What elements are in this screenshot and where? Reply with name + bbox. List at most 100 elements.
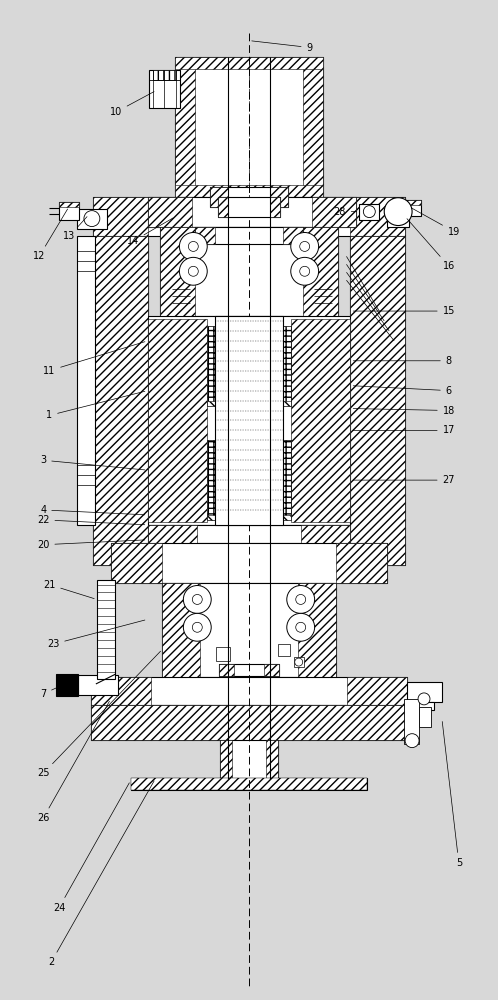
Text: 15: 15 [353,306,455,316]
Bar [91,677,407,705]
Text: 5: 5 [442,722,462,868]
Bar [97,580,115,679]
Bar [175,57,323,197]
Bar [270,187,288,207]
Text: 21: 21 [43,580,94,599]
Text: 27: 27 [353,475,455,485]
Bar [266,740,278,779]
Bar [111,543,387,583]
Bar [219,664,234,676]
Text: 20: 20 [37,540,145,550]
Bar [147,525,351,543]
Bar [220,740,232,779]
Text: 10: 10 [110,92,154,117]
Circle shape [84,211,100,227]
Bar [56,674,78,696]
Text: 11: 11 [43,342,145,376]
Circle shape [192,622,202,632]
Circle shape [179,233,207,260]
Bar [111,543,162,583]
Text: 24: 24 [53,783,129,913]
Circle shape [287,613,315,641]
Bar [147,197,357,227]
Bar [162,583,200,677]
Circle shape [405,734,419,748]
Bar [278,644,290,656]
Bar [215,316,283,525]
Text: 17: 17 [353,425,455,435]
Bar [147,316,351,525]
Bar [93,236,147,565]
Bar [207,326,215,401]
Bar [228,57,270,779]
Bar [360,204,379,220]
Bar [220,740,278,779]
Text: 22: 22 [37,515,145,525]
Bar [210,187,228,207]
Bar [294,657,304,667]
Text: 23: 23 [47,620,145,649]
Bar [175,185,323,197]
Circle shape [296,622,306,632]
Bar [283,440,291,515]
Bar [93,197,147,236]
Bar [59,202,79,207]
Bar [301,525,351,543]
Text: 6: 6 [353,386,452,396]
Text: 16: 16 [407,219,455,271]
Text: 9: 9 [252,41,313,53]
Circle shape [384,198,412,226]
Bar [91,705,407,740]
Bar [152,70,176,80]
Bar [351,236,405,565]
Circle shape [300,241,310,251]
Text: 7: 7 [40,679,75,699]
Circle shape [179,257,207,285]
Text: 28: 28 [333,207,357,217]
Circle shape [291,233,319,260]
Bar [93,236,147,565]
Bar [404,699,419,744]
Bar [207,326,245,406]
Bar [298,583,336,677]
Circle shape [418,693,430,705]
Bar [407,682,442,702]
Bar [207,440,245,520]
Bar [77,209,107,229]
Text: 19: 19 [411,208,460,237]
Text: 4: 4 [40,505,145,515]
Bar [312,197,357,227]
Circle shape [295,658,303,666]
Bar [78,675,118,695]
Circle shape [287,586,315,613]
Bar [148,70,180,108]
Bar [283,227,303,244]
Bar [130,778,368,790]
Bar [147,525,197,543]
Bar [160,227,195,316]
Text: 13: 13 [63,217,87,241]
Bar [175,57,195,197]
Text: 18: 18 [353,406,455,416]
Bar [419,707,431,727]
Bar [283,326,291,401]
Text: 1: 1 [46,391,145,420]
Text: 26: 26 [37,701,110,823]
Text: 2: 2 [48,781,154,967]
Circle shape [291,257,319,285]
Bar [351,197,405,236]
Bar [195,227,215,244]
Circle shape [188,266,198,276]
Bar [336,543,387,583]
Circle shape [183,613,211,641]
Bar [303,57,323,197]
Bar [270,197,280,217]
Bar [387,212,409,227]
Text: 8: 8 [353,356,452,366]
Bar [59,202,79,220]
Circle shape [300,266,310,276]
Bar [218,197,228,217]
Text: 14: 14 [126,218,173,246]
Bar [219,664,279,676]
Circle shape [183,586,211,613]
